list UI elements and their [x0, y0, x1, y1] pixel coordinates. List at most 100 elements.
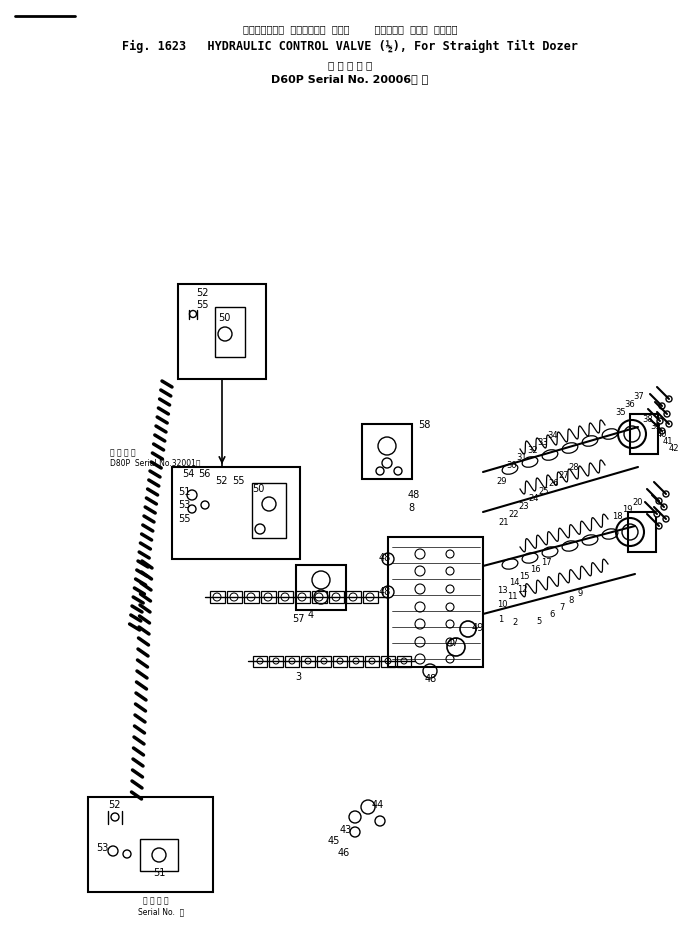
Bar [349, 656, 363, 667]
Text: 51: 51 [153, 868, 166, 877]
Text: 21: 21 [498, 517, 508, 527]
Text: 51: 51 [178, 486, 190, 497]
Text: 48: 48 [379, 586, 391, 597]
Bar [172, 467, 300, 560]
Bar [252, 483, 286, 538]
Bar [388, 537, 483, 667]
Text: 52: 52 [215, 476, 227, 485]
Text: 31: 31 [516, 452, 526, 462]
Bar [178, 285, 266, 379]
Bar [261, 591, 276, 603]
Text: ハイドロリック  コントロール  バルブ        ストレート  チルト  ドーザ用: ハイドロリック コントロール バルブ ストレート チルト ドーザ用 [243, 24, 457, 34]
Bar [285, 656, 299, 667]
Circle shape [657, 418, 663, 425]
Bar [365, 656, 379, 667]
Text: 27: 27 [558, 470, 568, 480]
Text: 54: 54 [182, 468, 194, 479]
Bar [295, 591, 310, 603]
Text: 26: 26 [548, 479, 559, 487]
Bar [88, 797, 213, 892]
Text: 36: 36 [624, 399, 635, 409]
Text: 28: 28 [568, 463, 579, 471]
Text: 41: 41 [663, 436, 674, 446]
Bar [140, 839, 178, 871]
Text: 52: 52 [108, 800, 120, 809]
Text: 20: 20 [632, 497, 642, 507]
Text: 49: 49 [472, 622, 484, 632]
Text: 5: 5 [536, 616, 541, 625]
Circle shape [656, 523, 662, 530]
Bar [362, 425, 412, 480]
Circle shape [659, 429, 665, 434]
Text: 40: 40 [657, 430, 668, 439]
Text: 22: 22 [508, 510, 519, 518]
Text: 55: 55 [232, 476, 245, 485]
Text: 18: 18 [612, 512, 623, 520]
Text: 46: 46 [338, 847, 350, 857]
Text: 17: 17 [541, 557, 552, 566]
Text: Serial No.  ～: Serial No. ～ [138, 906, 185, 915]
Text: 6: 6 [549, 610, 554, 618]
Text: 57: 57 [292, 614, 305, 623]
Bar [215, 308, 245, 358]
Text: 53: 53 [96, 842, 108, 852]
Text: 16: 16 [530, 565, 540, 573]
Text: 33: 33 [537, 437, 548, 447]
Text: 8: 8 [568, 596, 573, 604]
Text: 52: 52 [196, 288, 208, 297]
Bar [296, 565, 346, 611]
Text: 55: 55 [178, 514, 191, 523]
Text: 1: 1 [498, 615, 503, 623]
Text: 58: 58 [418, 419, 431, 430]
Bar [346, 591, 361, 603]
Circle shape [659, 404, 665, 410]
Text: 25: 25 [538, 486, 549, 496]
Text: 適 用 号 機: 適 用 号 機 [143, 895, 168, 904]
Text: （ 適 用 号 機: （ 適 用 号 機 [328, 59, 372, 70]
Text: Fig. 1623   HYDRAULIC CONTROL VALVE (½), For Straight Tilt Dozer: Fig. 1623 HYDRAULIC CONTROL VALVE (½), F… [122, 40, 578, 53]
Text: 2: 2 [512, 617, 517, 626]
Text: 7: 7 [559, 602, 564, 612]
Bar [269, 656, 283, 667]
Text: D60P Serial No. 20006～ ）: D60P Serial No. 20006～ ） [271, 74, 428, 84]
Text: 44: 44 [372, 800, 384, 809]
Circle shape [666, 396, 672, 402]
Text: 34: 34 [547, 430, 558, 440]
Text: 3: 3 [295, 671, 301, 682]
Text: 30: 30 [506, 461, 517, 469]
Text: 4: 4 [308, 610, 314, 619]
Text: 39: 39 [650, 422, 661, 430]
Text: 56: 56 [198, 468, 210, 479]
Text: 32: 32 [527, 446, 538, 454]
Bar [329, 591, 344, 603]
Text: 11: 11 [507, 591, 517, 600]
Circle shape [654, 512, 660, 517]
Text: 14: 14 [509, 578, 519, 586]
Text: 29: 29 [496, 477, 507, 485]
Bar [628, 513, 656, 552]
Text: 38: 38 [642, 414, 653, 424]
Circle shape [663, 492, 669, 497]
Text: 48: 48 [379, 552, 391, 563]
Text: 48: 48 [425, 673, 438, 683]
Text: 8: 8 [408, 502, 414, 513]
Text: 43: 43 [340, 824, 352, 834]
Circle shape [656, 498, 662, 504]
Bar [630, 414, 658, 454]
Text: 12: 12 [517, 584, 528, 594]
Circle shape [666, 422, 672, 428]
Text: 50: 50 [218, 312, 231, 323]
Text: 50: 50 [252, 483, 264, 494]
Text: 47: 47 [447, 637, 459, 648]
Text: 9: 9 [577, 588, 582, 598]
Text: 19: 19 [622, 504, 633, 514]
Bar [244, 591, 259, 603]
Bar [253, 656, 267, 667]
Text: 37: 37 [633, 392, 644, 400]
Bar [317, 656, 331, 667]
Text: D80P  Serial No.32001～: D80P Serial No.32001～ [110, 458, 201, 466]
Text: 15: 15 [519, 571, 530, 581]
Text: 35: 35 [615, 408, 626, 416]
Bar [397, 656, 411, 667]
Text: 42: 42 [669, 444, 679, 452]
